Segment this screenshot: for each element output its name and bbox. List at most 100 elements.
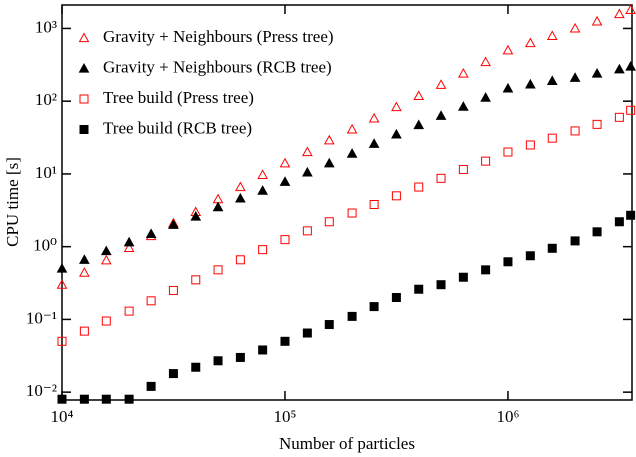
marker	[546, 30, 558, 40]
marker	[258, 345, 268, 355]
marker	[413, 119, 425, 130]
marker	[257, 169, 268, 179]
marker	[458, 67, 469, 78]
x-axis-label: Number of particles	[279, 434, 415, 453]
marker	[56, 263, 68, 273]
marker	[525, 251, 535, 261]
marker	[190, 210, 202, 221]
marker	[436, 173, 446, 183]
marker	[546, 75, 558, 86]
marker	[78, 32, 90, 43]
marker	[391, 128, 402, 139]
marker	[481, 156, 491, 166]
marker	[503, 147, 513, 157]
marker	[368, 138, 380, 148]
marker	[235, 255, 245, 265]
marker	[458, 272, 468, 282]
marker	[79, 394, 89, 404]
marker	[212, 193, 224, 204]
marker	[78, 62, 90, 73]
marker	[570, 126, 580, 136]
marker	[100, 245, 112, 256]
marker	[591, 67, 603, 78]
marker	[347, 311, 357, 321]
marker	[569, 72, 581, 82]
marker	[235, 352, 245, 362]
marker	[481, 265, 491, 275]
marker	[212, 201, 224, 212]
marker	[168, 219, 179, 229]
marker	[101, 394, 111, 404]
marker	[279, 157, 291, 168]
marker	[524, 37, 536, 48]
marker	[257, 185, 268, 195]
marker	[302, 166, 313, 177]
marker	[591, 15, 603, 26]
x-tick-label: 10⁶	[496, 407, 519, 426]
y-tick-label: 10⁻²	[26, 381, 57, 400]
marker	[258, 245, 268, 255]
marker	[502, 82, 514, 93]
marker	[626, 210, 636, 220]
marker	[324, 320, 334, 330]
marker	[614, 112, 624, 122]
marker	[625, 60, 636, 71]
marker	[79, 125, 89, 134]
marker	[302, 226, 312, 236]
marker	[346, 123, 358, 134]
marker	[323, 157, 335, 168]
marker	[57, 394, 67, 404]
marker	[79, 254, 90, 264]
marker	[124, 394, 134, 404]
marker	[346, 148, 358, 158]
marker	[592, 119, 602, 129]
marker	[480, 56, 491, 67]
marker	[235, 181, 246, 192]
marker	[57, 336, 67, 346]
marker	[302, 328, 312, 338]
marker	[435, 79, 447, 89]
marker	[435, 110, 447, 120]
marker	[503, 257, 513, 267]
marker	[101, 316, 111, 326]
marker	[413, 90, 425, 101]
y-tick-label: 10¹	[35, 163, 57, 182]
marker	[323, 134, 335, 145]
marker	[547, 243, 557, 253]
y-tick-label: 10³	[35, 17, 57, 36]
marker	[235, 192, 246, 203]
legend-label: Gravity + Neighbours (Press tree)	[103, 27, 334, 46]
y-axis-label: CPU time [s]	[3, 157, 22, 247]
marker	[191, 362, 201, 372]
marker	[213, 356, 223, 366]
marker	[391, 293, 401, 303]
legend-label: Gravity + Neighbours (RCB tree)	[103, 57, 332, 76]
legend-label: Tree build (RCB tree)	[103, 118, 252, 137]
marker	[124, 306, 134, 316]
marker	[369, 199, 379, 209]
marker	[145, 228, 157, 238]
legend-label: Tree build (Press tree)	[103, 88, 254, 107]
marker	[626, 105, 636, 115]
marker	[614, 217, 624, 227]
marker	[324, 217, 334, 227]
marker	[79, 94, 89, 104]
marker	[280, 336, 290, 346]
marker	[569, 22, 581, 33]
marker	[146, 381, 156, 391]
marker	[56, 279, 68, 289]
y-tick-label: 10⁻¹	[26, 308, 57, 327]
marker	[369, 302, 379, 312]
marker	[191, 275, 201, 285]
marker	[347, 208, 357, 218]
marker	[614, 8, 625, 19]
marker	[458, 165, 468, 175]
marker	[168, 285, 178, 295]
marker	[368, 112, 380, 123]
y-tick-label: 10²	[35, 90, 57, 109]
marker	[79, 267, 90, 277]
x-tick-label: 10⁵	[274, 407, 297, 426]
marker	[146, 296, 156, 306]
marker	[79, 326, 89, 336]
